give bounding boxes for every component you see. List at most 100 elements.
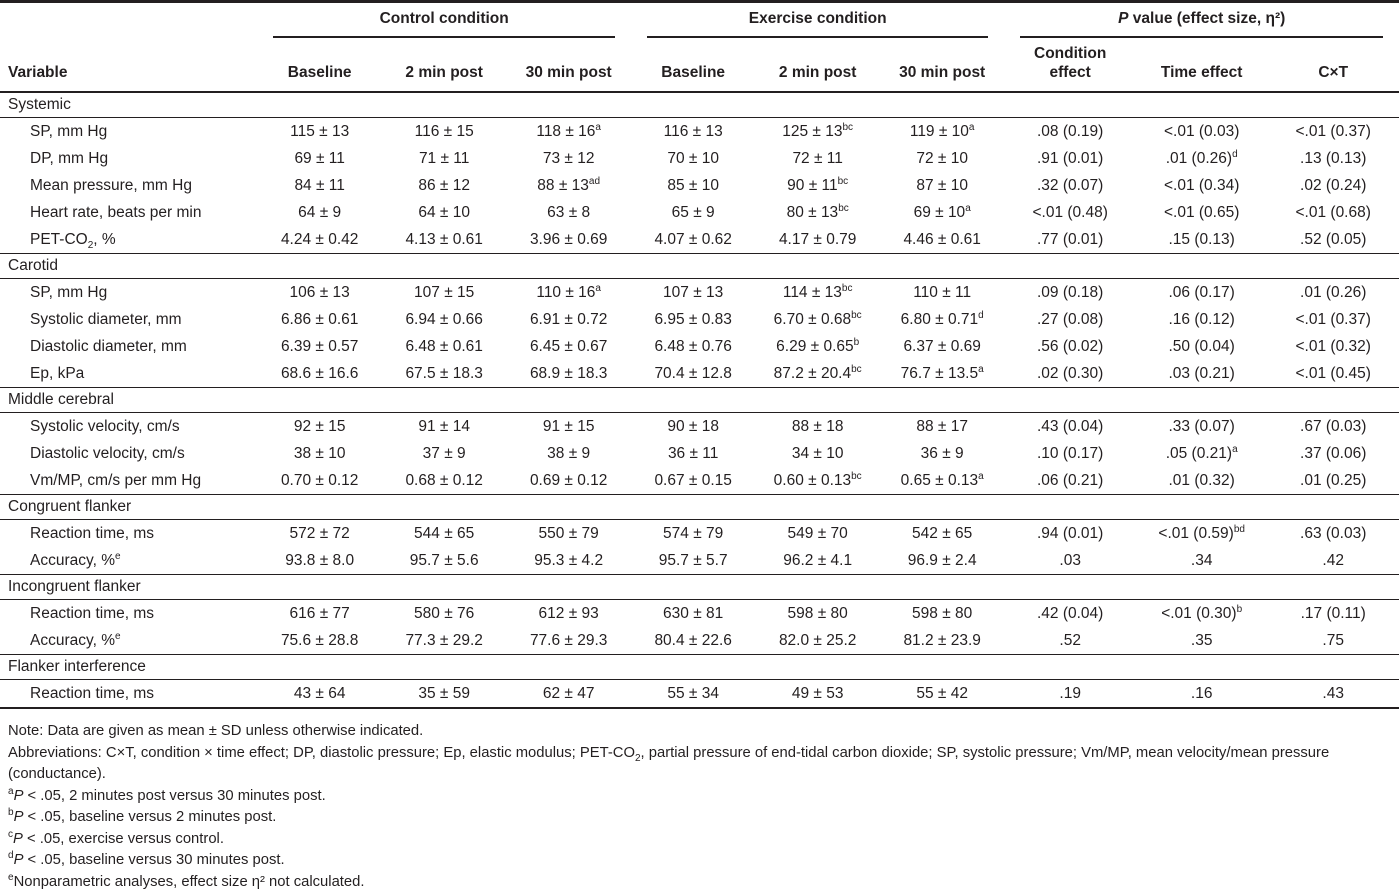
value-cell: 87.2 ± 20.4bc	[773, 363, 862, 382]
value-cell: 114 ± 13bc	[782, 282, 853, 301]
value-cell: 6.70 ± 0.68bc	[773, 309, 862, 328]
value-cell: .67 (0.03)	[1300, 417, 1367, 435]
value-cell: 55 ± 34	[667, 684, 719, 702]
variable-label: Heart rate, beats per min	[30, 203, 202, 221]
value-cell: .09 (0.18)	[1036, 283, 1104, 301]
group-label-exercise: Exercise condition	[646, 3, 989, 38]
value-cell: 6.45 ± 0.67	[529, 337, 608, 355]
column-header-condition-effect: Condition effect	[1004, 38, 1136, 93]
value-cell: 550 ± 79	[538, 524, 599, 542]
table-row: SP, mm Hg 106 ± 13 107 ± 15 110 ± 16a 107 ± …	[0, 279, 1399, 307]
section-label: Congruent flanker	[0, 494, 1399, 520]
value-cell: .05 (0.21)a	[1165, 443, 1238, 462]
value-cell: .50 (0.04)	[1168, 337, 1235, 355]
variable-label: PET-CO2, %	[30, 230, 116, 251]
value-cell: 91 ± 14	[418, 417, 470, 435]
value-cell: .13 (0.13)	[1300, 149, 1367, 167]
value-cell: 71 ± 11	[418, 149, 470, 167]
value-cell: <.01 (0.68)	[1295, 203, 1371, 221]
table-row: Accuracy, %e 75.6 ± 28.8 77.3 ± 29.2 77.6 ±…	[0, 627, 1399, 655]
value-cell: .27 (0.08)	[1036, 310, 1104, 328]
value-cell: 4.17 ± 0.79	[778, 230, 857, 248]
value-cell: 81.2 ± 23.9	[903, 631, 981, 649]
value-cell: 574 ± 79	[663, 524, 724, 542]
footnote: bP < .05, baseline versus 2 minutes post…	[8, 807, 277, 825]
value-cell: 544 ± 65	[414, 524, 475, 542]
value-cell: 72 ± 11	[792, 149, 843, 167]
value-cell: 598 ± 80	[787, 604, 848, 622]
variable-label: SP, mm Hg	[30, 283, 108, 301]
table-row: Systolic diameter, mm 6.86 ± 0.61 6.94 ± 0…	[0, 306, 1399, 333]
value-cell: .01 (0.32)	[1168, 471, 1235, 489]
section-row: Middle cerebral	[0, 387, 1399, 413]
value-cell: <.01 (0.37)	[1295, 310, 1371, 328]
value-cell: <.01 (0.03)	[1163, 122, 1240, 140]
table-row: Heart rate, beats per min 64 ± 9 64 ± 10 63…	[0, 199, 1399, 226]
table-row: PET-CO2, % 4.24 ± 0.42 4.13 ± 0.61 3.96 ± 0…	[0, 226, 1399, 254]
value-cell: .42 (0.04)	[1036, 604, 1104, 622]
value-cell: 43 ± 64	[293, 684, 346, 702]
value-cell: 38 ± 9	[547, 444, 591, 462]
footnote: dP < .05, baseline versus 30 minutes pos…	[8, 850, 285, 868]
value-cell: 72 ± 10	[916, 149, 968, 167]
section-label: Systemic	[0, 91, 1399, 118]
value-cell: .32 (0.07)	[1036, 176, 1104, 194]
value-cell: .02 (0.30)	[1036, 364, 1104, 382]
value-cell: 4.24 ± 0.42	[280, 230, 359, 248]
column-header-control-2min: 2 min post	[381, 38, 507, 93]
value-cell: 6.48 ± 0.76	[654, 337, 732, 355]
value-cell: 93.8 ± 8.0	[285, 551, 355, 569]
value-cell: 86 ± 12	[418, 176, 470, 194]
value-cell: 62 ± 47	[542, 684, 595, 702]
value-cell: 67.5 ± 18.3	[405, 364, 483, 382]
variable-label: DP, mm Hg	[30, 149, 109, 167]
variable-label: Mean pressure, mm Hg	[30, 176, 192, 194]
column-header-control-30min: 30 min post	[506, 38, 631, 93]
footnote: aP < .05, 2 minutes post versus 30 minut…	[8, 785, 326, 804]
value-cell: 96.9 ± 2.4	[907, 551, 977, 569]
value-cell: 616 ± 77	[289, 604, 350, 622]
value-cell: 110 ± 16a	[536, 282, 601, 301]
value-cell: 115 ± 13	[290, 122, 350, 140]
value-cell: .15 (0.13)	[1168, 230, 1235, 248]
value-cell: 6.95 ± 0.83	[654, 310, 732, 328]
value-cell: 64 ± 9	[298, 203, 342, 221]
table-row: Reaction time, ms 572 ± 72 544 ± 65 550 ± 7…	[0, 520, 1399, 548]
table-body: Systemic SP, mm Hg 115 ± 13 116 ± 15 118 ± 1…	[0, 91, 1399, 708]
column-header-time-effect: Time effect	[1135, 38, 1268, 93]
value-cell: <.01 (0.37)	[1295, 122, 1371, 140]
table-row: Diastolic diameter, mm 6.39 ± 0.57 6.48 ± …	[0, 333, 1399, 360]
variable-label: Diastolic diameter, mm	[30, 337, 187, 355]
value-cell: 116 ± 13	[663, 122, 723, 140]
section-row: Congruent flanker	[0, 494, 1399, 520]
value-cell: .43	[1322, 684, 1344, 702]
value-cell: 116 ± 15	[414, 122, 474, 140]
results-table: Control condition Exercise condition P v…	[0, 0, 1399, 709]
footnote: cP < .05, exercise versus control.	[8, 828, 224, 847]
value-cell: 95.7 ± 5.7	[658, 551, 728, 569]
value-cell: 73 ± 12	[542, 149, 595, 167]
value-cell: 6.86 ± 0.61	[280, 310, 359, 328]
section-row: Carotid	[0, 253, 1399, 279]
value-cell: 96.2 ± 4.1	[783, 551, 853, 569]
variable-label: Ep, kPa	[30, 364, 85, 382]
table-row: Ep, kPa 68.6 ± 16.6 67.5 ± 18.3 68.9 ± 18.3…	[0, 360, 1399, 388]
value-cell: .33 (0.07)	[1168, 417, 1235, 435]
group-label-control: Control condition	[273, 3, 615, 38]
value-cell: 76.7 ± 13.5a	[900, 363, 984, 382]
value-cell: <.01 (0.32)	[1295, 337, 1371, 355]
value-cell: .10 (0.17)	[1036, 444, 1104, 462]
value-cell: 36 ± 9	[920, 444, 964, 462]
column-header-control-baseline: Baseline	[257, 38, 382, 93]
value-cell: 125 ± 13bc	[782, 121, 854, 140]
value-cell: .77 (0.01)	[1036, 230, 1104, 248]
column-header-exercise-baseline: Baseline	[630, 38, 756, 93]
section-label: Middle cerebral	[0, 387, 1399, 413]
variable-label: SP, mm Hg	[30, 122, 108, 140]
value-cell: 572 ± 72	[289, 524, 350, 542]
value-cell: 88 ± 13ad	[537, 175, 601, 194]
column-group-pvalue: P value (effect size, η²)	[1004, 2, 1399, 38]
value-cell: 4.07 ± 0.62	[654, 230, 732, 248]
variable-label: Diastolic velocity, cm/s	[30, 444, 185, 462]
section-label: Flanker interference	[0, 654, 1399, 680]
